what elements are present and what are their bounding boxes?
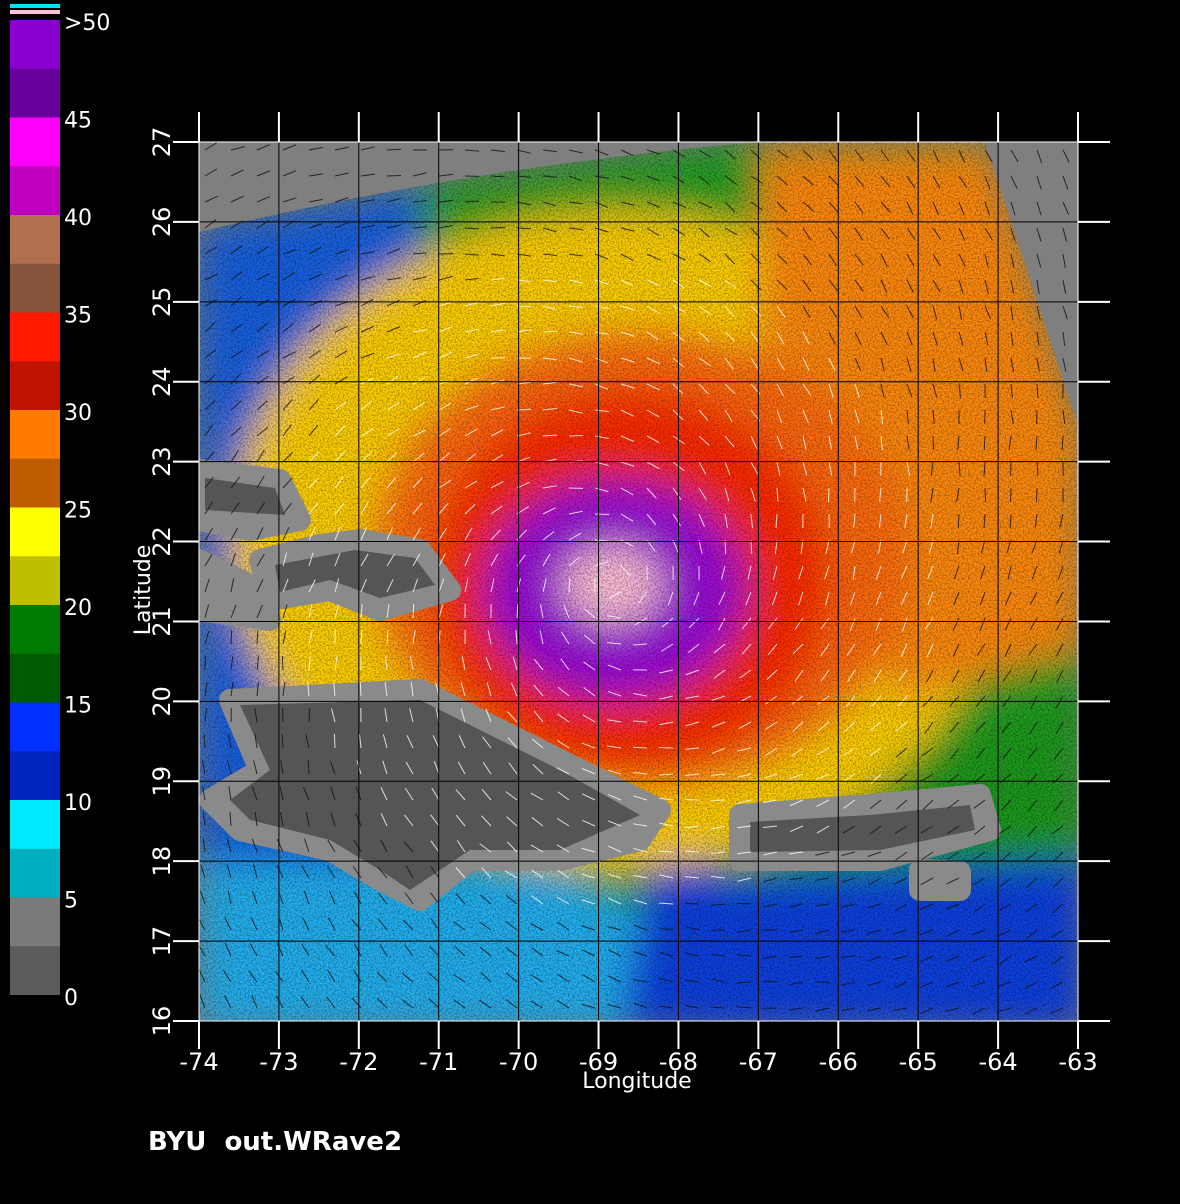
colorbar-label: 20	[64, 596, 92, 621]
colorbar-shade	[10, 556, 60, 605]
wind-barb	[387, 175, 401, 176]
wind-barb	[595, 514, 609, 515]
x-tick-label: -73	[259, 1048, 298, 1076]
y-tick-label: 26	[148, 207, 176, 238]
colorbar-label: 30	[64, 401, 92, 426]
y-tick-label: 23	[148, 446, 176, 477]
colorbar-label: 40	[64, 206, 92, 231]
wind-barb	[413, 604, 414, 618]
x-tick-label: -72	[339, 1048, 378, 1076]
colorbar-shade	[10, 849, 60, 898]
y-tick-label: 20	[148, 686, 176, 717]
wind-barb	[685, 903, 699, 904]
y-axis-label: Latitude	[131, 545, 156, 636]
colorbar-shade	[10, 69, 60, 118]
y-tick-label: 19	[148, 766, 176, 797]
wind-barb	[958, 514, 959, 528]
colorbar-label: 10	[64, 791, 92, 816]
wind-barb	[569, 435, 583, 436]
colorbar-top	[10, 10, 60, 14]
y-tick-label: 16	[148, 1006, 176, 1037]
y-tick-label: 24	[148, 366, 176, 397]
colorbar-label: 15	[64, 694, 92, 719]
y-tick-label: 27	[148, 127, 176, 158]
wind-barb	[282, 656, 283, 670]
x-tick-label: -64	[978, 1048, 1017, 1076]
colorbar-shade	[10, 264, 60, 313]
wind-field	[198, 140, 1085, 1030]
colorbar-shade	[10, 654, 60, 703]
x-tick-label: -67	[739, 1048, 778, 1076]
x-tick-label: -66	[819, 1048, 858, 1076]
wind-barb	[737, 903, 751, 904]
footer: BYU out.WRave2	[148, 1127, 402, 1157]
colorbar-label: 45	[64, 109, 92, 134]
y-tick-label: 18	[148, 846, 176, 877]
colorbar-label: 5	[64, 889, 78, 914]
x-tick-label: -74	[179, 1048, 218, 1076]
x-tick-label: -70	[499, 1048, 538, 1076]
wind-barb	[685, 799, 699, 800]
x-axis-label: Longitude	[582, 1069, 691, 1094]
wind-barb	[334, 734, 335, 748]
x-tick-label: -65	[899, 1048, 938, 1076]
x-tick-label: -63	[1058, 1048, 1097, 1076]
y-tick-label: 25	[148, 287, 176, 318]
colorbar-shade	[10, 946, 60, 995]
colorbar-top	[10, 4, 60, 8]
colorbar-shade	[10, 751, 60, 800]
x-tick-label: -71	[419, 1048, 458, 1076]
colorbar-shade	[10, 166, 60, 215]
colorbar-shade	[10, 361, 60, 410]
y-tick-label: 17	[148, 926, 176, 957]
wind-barb	[725, 540, 726, 554]
colorbar-label: >50	[64, 11, 110, 36]
colorbar-label: 35	[64, 304, 92, 329]
colorbar-label: 0	[64, 986, 78, 1011]
wind-barb	[985, 488, 986, 502]
colorbar: 0 5 10 15 20 25 30 35 40 45 >50	[10, 4, 110, 1011]
wind-barb	[231, 630, 232, 644]
colorbar-shade	[10, 459, 60, 508]
colorbar-label: 25	[64, 499, 92, 524]
wind-barb	[933, 436, 934, 450]
